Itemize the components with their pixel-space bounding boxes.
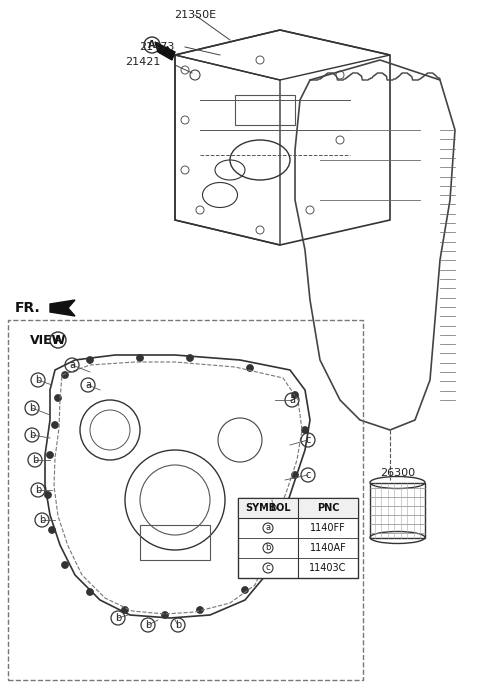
Text: a: a <box>85 380 91 390</box>
Text: b: b <box>29 430 35 440</box>
Text: a: a <box>265 524 271 533</box>
Circle shape <box>45 491 51 498</box>
Circle shape <box>47 452 53 459</box>
Text: a: a <box>289 395 295 405</box>
Text: 21421: 21421 <box>125 57 160 67</box>
Circle shape <box>196 607 204 614</box>
Text: 1140FF: 1140FF <box>310 523 346 533</box>
Circle shape <box>61 371 69 378</box>
Text: b: b <box>175 620 181 630</box>
Text: PNC: PNC <box>317 503 339 513</box>
Text: 21473: 21473 <box>140 42 175 52</box>
Circle shape <box>291 472 299 479</box>
Text: a: a <box>69 360 75 370</box>
Circle shape <box>187 355 193 362</box>
Bar <box>140 525 210 560</box>
Text: b: b <box>270 503 276 513</box>
Text: 21350E: 21350E <box>174 10 216 20</box>
Circle shape <box>262 547 268 554</box>
Text: b: b <box>32 455 38 465</box>
Circle shape <box>51 422 59 429</box>
Text: b: b <box>145 620 151 630</box>
Text: 1140AF: 1140AF <box>310 543 347 553</box>
Circle shape <box>86 357 94 364</box>
Text: b: b <box>115 613 121 623</box>
Text: FR.: FR. <box>15 301 41 315</box>
Circle shape <box>61 561 69 568</box>
Circle shape <box>301 426 309 433</box>
Text: A: A <box>54 335 62 345</box>
Text: b: b <box>35 485 41 495</box>
Bar <box>8 320 363 680</box>
Text: SYMBOL: SYMBOL <box>245 503 291 513</box>
Text: c: c <box>305 435 311 445</box>
Text: 11403C: 11403C <box>309 563 347 573</box>
Circle shape <box>247 364 253 371</box>
Circle shape <box>241 586 249 593</box>
Text: A: A <box>148 40 156 50</box>
Text: 26300: 26300 <box>380 468 415 477</box>
Text: b: b <box>29 403 35 413</box>
Circle shape <box>291 392 299 399</box>
Polygon shape <box>155 42 175 60</box>
Polygon shape <box>50 300 75 316</box>
Circle shape <box>86 588 94 595</box>
Bar <box>238 498 358 518</box>
Text: b: b <box>39 515 45 525</box>
Circle shape <box>48 526 56 533</box>
Bar <box>238 498 358 578</box>
Circle shape <box>121 607 129 614</box>
Bar <box>235 95 295 125</box>
Text: c: c <box>305 470 311 480</box>
Circle shape <box>161 611 168 618</box>
Bar <box>370 482 425 537</box>
Text: VIEW: VIEW <box>30 334 66 346</box>
Text: b: b <box>35 375 41 385</box>
Circle shape <box>272 507 278 514</box>
Text: c: c <box>266 563 270 572</box>
Text: b: b <box>265 544 271 553</box>
Circle shape <box>55 394 61 401</box>
Circle shape <box>136 355 144 362</box>
